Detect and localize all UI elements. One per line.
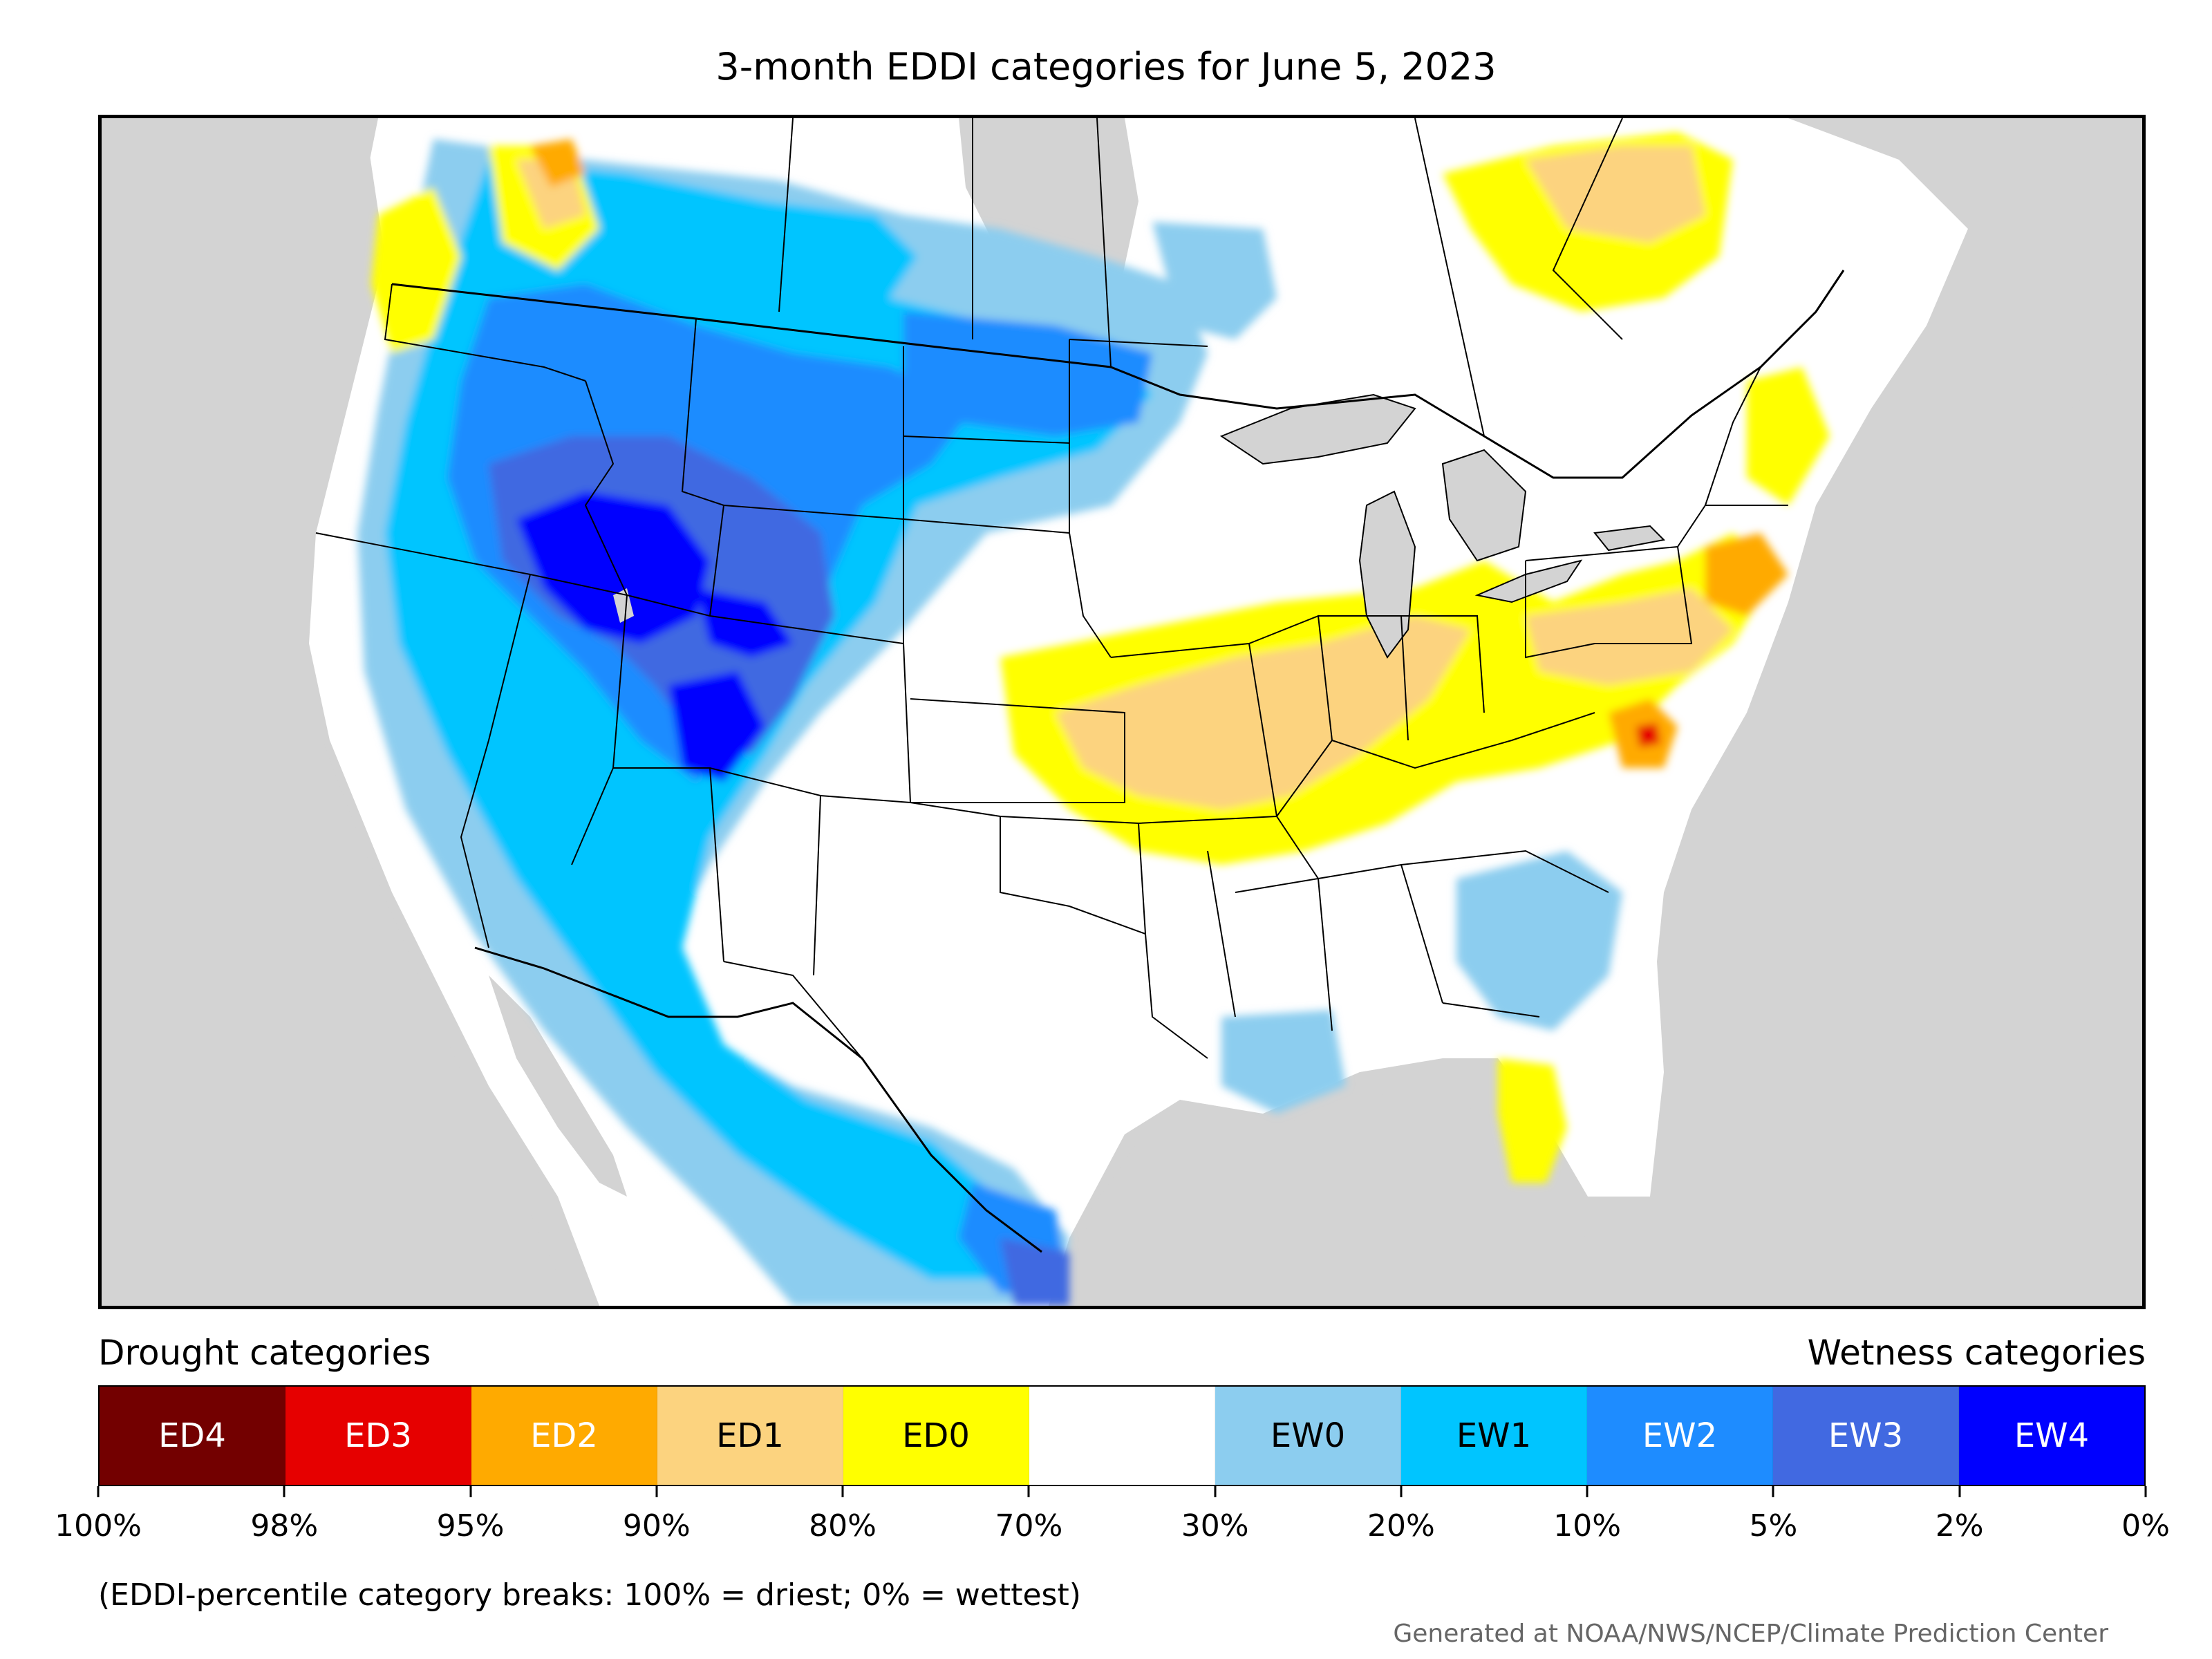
- ew2-region-dakotas: [903, 312, 1152, 436]
- tick-label: 80%: [809, 1508, 877, 1544]
- ew4-region-idaho: [516, 491, 710, 644]
- legend-swatch-ed3: ED3: [285, 1387, 471, 1485]
- ed3-region-virginia: [1636, 723, 1660, 747]
- ed1-region-quebec: [1526, 146, 1705, 243]
- ed2-region-northeast: [1705, 533, 1788, 616]
- tick-label: 30%: [1181, 1508, 1249, 1544]
- ew4-region-wyoming: [696, 588, 793, 657]
- tick-mark: [97, 1486, 100, 1497]
- percentile-ticks: 100% 98% 95% 90% 80% 70% 30% 20% 10% 5% 2% 0%: [55, 1486, 2170, 1569]
- ew4-region-colorado: [668, 671, 765, 782]
- tick-mark: [1772, 1486, 1774, 1497]
- drought-categories-heading: Drought categories: [98, 1333, 431, 1373]
- legend-swatch-ed4: ED4: [100, 1387, 285, 1485]
- ew0-region-canada-east: [1152, 222, 1277, 339]
- tick-mark: [469, 1486, 472, 1497]
- gulf-of-california: [489, 975, 627, 1197]
- credit-line: Generated at NOAA/NWS/NCEP/Climate Predi…: [1393, 1620, 2108, 1648]
- legend-swatch-neutral: [1029, 1387, 1215, 1485]
- legend-swatch-ew4: EW4: [1959, 1387, 2144, 1485]
- atlantic-ocean: [1664, 118, 2142, 1306]
- category-colorbar: ED4 ED3 ED2 ED1 ED0 EW0 EW1 EW2 EW3 EW4: [98, 1385, 2146, 1486]
- tick-mark: [1214, 1486, 1217, 1497]
- map-title: 3-month EDDI categories for June 5, 2023: [715, 45, 1497, 88]
- legend-swatch-ew1: EW1: [1401, 1387, 1587, 1485]
- ed1-region-ohio: [1526, 588, 1733, 685]
- gulf-of-mexico: [1069, 1093, 1609, 1306]
- legend-swatch-ew2: EW2: [1587, 1387, 1773, 1485]
- pacific-ocean: [102, 118, 572, 1306]
- tick-mark: [841, 1486, 844, 1497]
- lake-erie: [1474, 559, 1583, 603]
- tick-label: 2%: [1935, 1508, 1984, 1544]
- tick-mark: [655, 1486, 658, 1497]
- tick-label: 5%: [1749, 1508, 1798, 1544]
- ew0-region-gulf: [1221, 1010, 1346, 1114]
- legend-swatch-ew3: EW3: [1773, 1387, 1959, 1485]
- tick-label: 10%: [1553, 1508, 1622, 1544]
- country-borders: [391, 270, 1845, 1253]
- tick-mark: [1027, 1486, 1030, 1497]
- ed0-region-new-england: [1747, 367, 1830, 505]
- great-salt-lake: [613, 588, 634, 623]
- ed1-region-midwest: [1056, 616, 1470, 809]
- lake-huron: [1441, 449, 1527, 562]
- tick-label: 20%: [1367, 1508, 1435, 1544]
- ew0-region-southeast: [1456, 851, 1622, 1031]
- tick-label: 100%: [55, 1508, 142, 1544]
- tick-label: 90%: [622, 1508, 691, 1544]
- ed0-region-washington: [371, 187, 461, 353]
- legend-swatch-ew0: EW0: [1215, 1387, 1401, 1485]
- tick-mark: [1958, 1486, 1961, 1497]
- map-canvas: [102, 118, 2142, 1306]
- tick-label: 95%: [436, 1508, 505, 1544]
- ew3-region-texas-coast: [1000, 1238, 1069, 1306]
- ed2-region-bc: [530, 139, 585, 187]
- tick-mark: [2144, 1486, 2147, 1497]
- ed0-region-florida: [1498, 1058, 1567, 1183]
- legend-swatch-ed1: ED1: [657, 1387, 843, 1485]
- tick-mark: [1400, 1486, 1403, 1497]
- category-breaks-note: (EDDI-percentile category breaks: 100% =…: [98, 1577, 1081, 1613]
- tick-label: 98%: [250, 1508, 319, 1544]
- eddi-map: [98, 115, 2146, 1309]
- lake-ontario: [1593, 525, 1666, 552]
- tick-label: 0%: [2121, 1508, 2170, 1544]
- legend-swatch-ed0: ED0: [843, 1387, 1029, 1485]
- tick-label: 70%: [995, 1508, 1063, 1544]
- legend-swatch-ed2: ED2: [471, 1387, 657, 1485]
- tick-mark: [283, 1486, 285, 1497]
- state-borders: [315, 118, 1788, 1059]
- wetness-categories-heading: Wetness categories: [1807, 1333, 2146, 1373]
- tick-mark: [1586, 1486, 1588, 1497]
